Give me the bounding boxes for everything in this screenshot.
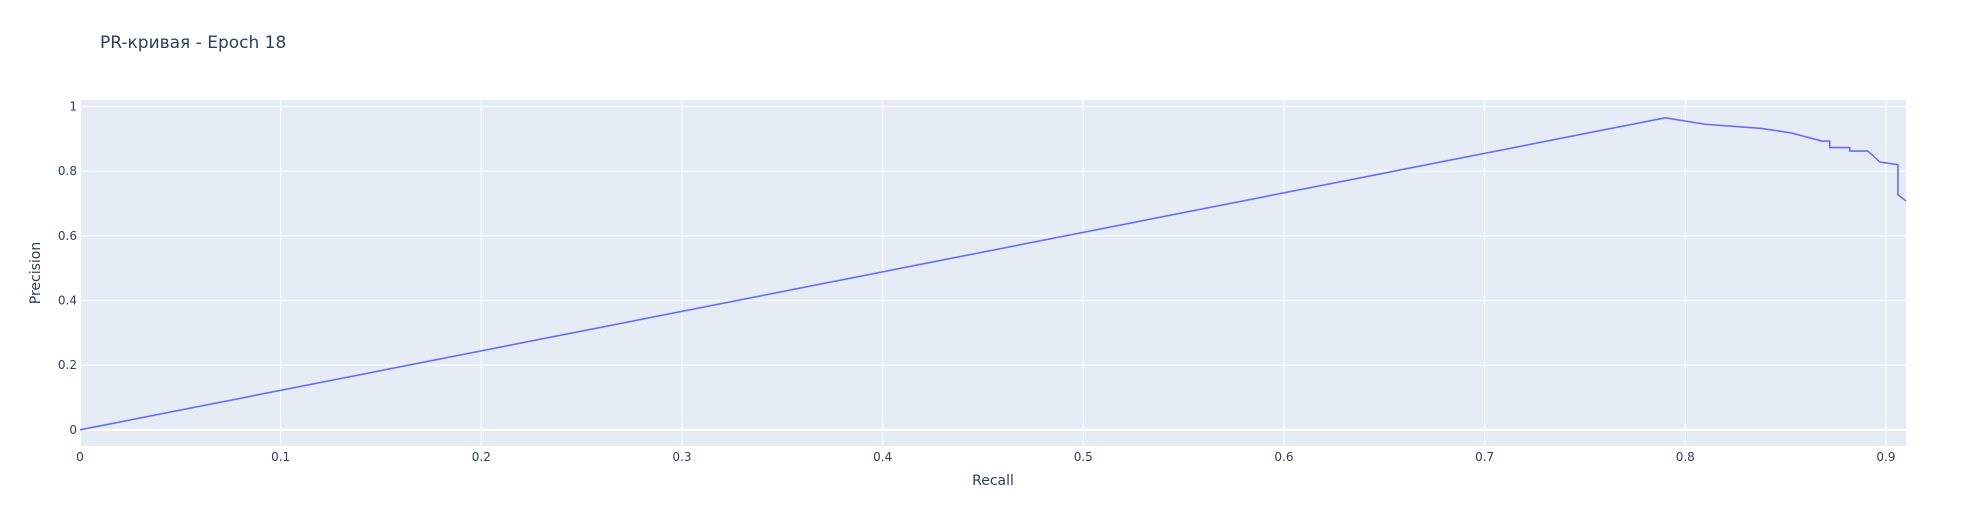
y-tick-label: 0.2	[58, 358, 77, 372]
y-axis-label: Precision	[28, 242, 44, 304]
x-tick-label: 0.1	[271, 450, 290, 464]
x-axis-ticks: 0 0.1 0.2 0.3 0.4 0.5 0.6 0.7 0.8 0.9	[76, 450, 1895, 464]
y-tick-label: 0	[69, 423, 77, 437]
x-tick-label: 0.3	[672, 450, 691, 464]
plot-background	[80, 100, 1906, 446]
y-tick-label: 0.6	[58, 229, 77, 243]
x-tick-label: 0.8	[1676, 450, 1695, 464]
y-tick-label: 1	[69, 99, 77, 113]
x-tick-label: 0.5	[1074, 450, 1093, 464]
chart-title: PR-кривая - Epoch 18	[100, 33, 286, 53]
x-tick-label: 0.4	[873, 450, 892, 464]
x-tick-label: 0.6	[1274, 450, 1293, 464]
x-tick-label: 0.2	[472, 450, 491, 464]
x-tick-label: 0.7	[1475, 450, 1494, 464]
x-tick-label: 0	[76, 450, 84, 464]
y-tick-label: 0.4	[58, 293, 77, 307]
y-axis-ticks: 0 0.2 0.4 0.6 0.8 1	[58, 99, 77, 436]
x-axis-label: Recall	[972, 473, 1014, 489]
x-tick-label: 0.9	[1876, 450, 1895, 464]
y-tick-label: 0.8	[58, 164, 77, 178]
